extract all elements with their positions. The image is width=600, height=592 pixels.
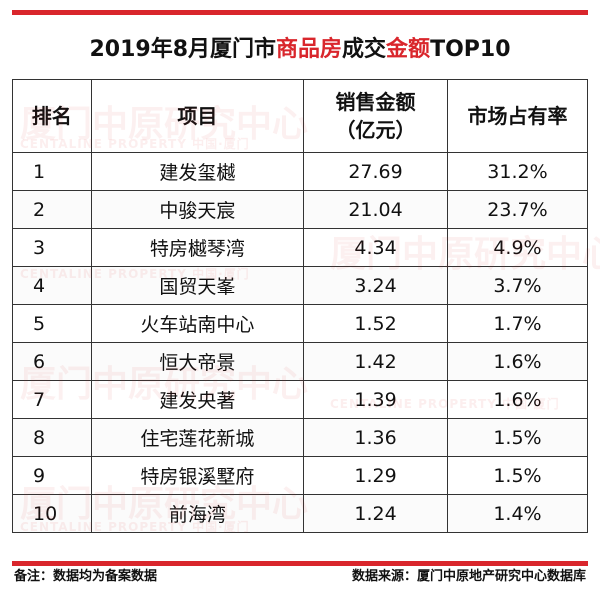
project-cell: 火车站南中心 [90, 304, 305, 343]
header-sales: 销售金额 （亿元） [303, 79, 448, 153]
footer: 备注：数据均为备案数据 数据来源：厦门中原地产研究中心数据库 [14, 567, 586, 587]
sales-cell: 27.69 [303, 152, 448, 191]
sales-cell: 3.24 [303, 266, 448, 305]
share-cell: 1.7% [446, 304, 589, 343]
title-highlight2: 金额 [386, 37, 431, 62]
rank-cell: 6 [12, 342, 92, 381]
table-row: 5 火车站南中心 1.52 1.7% [12, 304, 589, 343]
share-cell: 23.7% [446, 190, 589, 229]
footer-source: 数据来源：厦门中原地产研究中心数据库 [351, 569, 586, 584]
title-part3: TOP10 [430, 37, 511, 62]
footer-note: 备注：数据均为备案数据 [14, 569, 158, 584]
share-cell: 1.6% [446, 342, 589, 381]
sales-cell: 21.04 [303, 190, 448, 229]
project-cell: 恒大帝景 [90, 342, 305, 381]
project-cell: 特房银溪墅府 [90, 456, 305, 495]
rank-cell: 2 [12, 190, 92, 229]
top-accent-bar [12, 10, 588, 15]
project-cell: 中骏天宸 [90, 190, 305, 229]
rank-cell: 1 [12, 152, 92, 191]
project-cell: 特房樾琴湾 [90, 228, 305, 267]
bottom-accent-bar [12, 561, 588, 566]
share-cell: 3.7% [446, 266, 589, 305]
table-row: 8 住宅莲花新城 1.36 1.5% [12, 418, 589, 457]
project-cell: 住宅莲花新城 [90, 418, 305, 457]
table-row: 2 中骏天宸 21.04 23.7% [12, 190, 589, 229]
sales-cell: 1.52 [303, 304, 448, 343]
table-row: 1 建发玺樾 27.69 31.2% [12, 152, 589, 191]
table-row: 9 特房银溪墅府 1.29 1.5% [12, 456, 589, 495]
sales-cell: 1.24 [303, 494, 448, 533]
rank-cell: 8 [12, 418, 92, 457]
sales-cell: 1.29 [303, 456, 448, 495]
sales-cell: 1.39 [303, 380, 448, 419]
project-cell: 国贸天峯 [90, 266, 305, 305]
rank-cell: 9 [12, 456, 92, 495]
sales-cell: 4.34 [303, 228, 448, 267]
share-cell: 1.5% [446, 456, 589, 495]
table-row: 7 建发央著 1.39 1.6% [12, 380, 589, 419]
table-row: 10 前海湾 1.24 1.4% [12, 494, 589, 533]
ranking-table: 排名 项目 销售金额 （亿元） 市场占有率 1 建发玺樾 27.69 31.2%… [12, 79, 589, 533]
header-sales-line1: 销售金额 [335, 90, 416, 114]
rank-cell: 4 [12, 266, 92, 305]
table-row: 3 特房樾琴湾 4.34 4.9% [12, 228, 589, 267]
header-rank: 排名 [12, 79, 92, 153]
share-cell: 1.4% [446, 494, 589, 533]
table-header-row: 排名 项目 销售金额 （亿元） 市场占有率 [12, 79, 589, 153]
sales-cell: 1.42 [303, 342, 448, 381]
title-part2: 成交 [342, 37, 387, 62]
header-share: 市场占有率 [446, 79, 589, 153]
project-cell: 前海湾 [90, 494, 305, 533]
table-row: 6 恒大帝景 1.42 1.6% [12, 342, 589, 381]
rank-cell: 7 [12, 380, 92, 419]
rank-cell: 10 [12, 494, 92, 533]
sales-cell: 1.36 [303, 418, 448, 457]
project-cell: 建发央著 [90, 380, 305, 419]
title-highlight1: 商品房 [276, 37, 343, 62]
project-cell: 建发玺樾 [90, 152, 305, 191]
table-row: 4 国贸天峯 3.24 3.7% [12, 266, 589, 305]
header-project: 项目 [90, 79, 305, 153]
rank-cell: 5 [12, 304, 92, 343]
share-cell: 4.9% [446, 228, 589, 267]
title-part1: 2019年8月厦门市 [89, 37, 277, 62]
share-cell: 31.2% [446, 152, 589, 191]
header-sales-line2: （亿元） [335, 118, 416, 142]
page-title: 2019年8月厦门市商品房成交金额TOP10 [0, 30, 600, 70]
share-cell: 1.5% [446, 418, 589, 457]
share-cell: 1.6% [446, 380, 589, 419]
rank-cell: 3 [12, 228, 92, 267]
